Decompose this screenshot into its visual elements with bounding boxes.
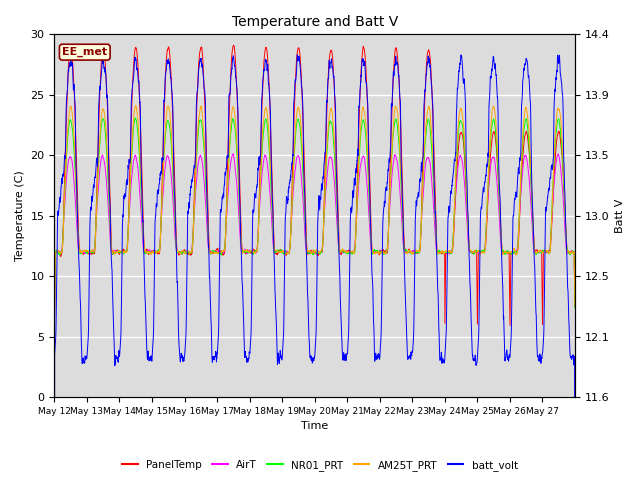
Line: batt_volt: batt_volt	[54, 55, 575, 480]
batt_volt	[215, 323, 223, 329]
Y-axis label: Temperature (C): Temperature (C)	[15, 170, 25, 261]
NR01_PRT	[571, 305, 579, 311]
AM25T_PRT	[215, 250, 223, 255]
AirT	[230, 151, 237, 157]
PanelTemp	[500, 251, 508, 256]
AM25T_PRT	[564, 250, 572, 255]
Line: NR01_PRT: NR01_PRT	[54, 118, 575, 325]
batt_volt	[564, 285, 572, 290]
PanelTemp	[564, 250, 572, 255]
PanelTemp	[571, 304, 579, 310]
NR01_PRT	[51, 322, 58, 328]
NR01_PRT	[215, 250, 223, 256]
AirT	[571, 303, 579, 309]
X-axis label: Time: Time	[301, 421, 328, 432]
batt_volt	[346, 251, 354, 257]
NR01_PRT	[471, 250, 479, 255]
AirT	[346, 249, 354, 255]
NR01_PRT	[131, 115, 139, 121]
batt_volt	[471, 352, 479, 358]
AM25T_PRT	[51, 322, 58, 328]
AirT	[102, 178, 110, 183]
Title: Temperature and Batt V: Temperature and Batt V	[232, 15, 397, 29]
batt_volt	[102, 85, 110, 91]
PanelTemp	[471, 248, 479, 254]
PanelTemp	[346, 250, 354, 255]
AirT	[564, 249, 572, 255]
AM25T_PRT	[346, 249, 354, 255]
Line: PanelTemp: PanelTemp	[54, 45, 575, 325]
AirT	[500, 249, 508, 254]
AM25T_PRT	[102, 132, 110, 138]
PanelTemp	[215, 249, 223, 254]
AM25T_PRT	[471, 248, 479, 254]
NR01_PRT	[500, 251, 508, 256]
PanelTemp	[230, 42, 237, 48]
AirT	[51, 322, 58, 328]
AM25T_PRT	[500, 249, 508, 255]
Legend: PanelTemp, AirT, NR01_PRT, AM25T_PRT, batt_volt: PanelTemp, AirT, NR01_PRT, AM25T_PRT, ba…	[118, 456, 522, 475]
AirT	[215, 248, 223, 254]
NR01_PRT	[564, 248, 572, 253]
batt_volt	[294, 52, 301, 58]
NR01_PRT	[346, 250, 354, 256]
Y-axis label: Batt V: Batt V	[615, 199, 625, 233]
Line: AM25T_PRT: AM25T_PRT	[54, 106, 575, 325]
PanelTemp	[51, 323, 58, 328]
AM25T_PRT	[571, 302, 579, 308]
NR01_PRT	[102, 145, 110, 151]
AirT	[471, 249, 479, 255]
Text: EE_met: EE_met	[62, 47, 108, 57]
PanelTemp	[102, 81, 110, 86]
batt_volt	[500, 349, 508, 355]
PanelTemp	[506, 323, 514, 328]
Line: AirT: AirT	[54, 154, 575, 325]
AM25T_PRT	[132, 103, 140, 108]
